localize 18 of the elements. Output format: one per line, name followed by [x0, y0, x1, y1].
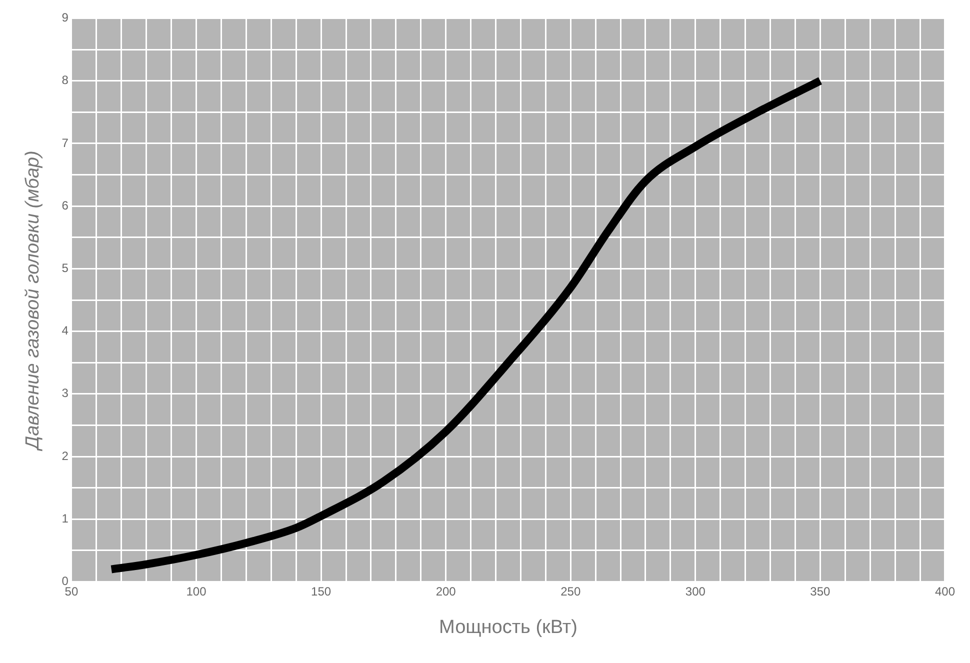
- y-tick-label: 7: [62, 136, 69, 150]
- x-tick-label: 100: [186, 584, 207, 598]
- y-tick-label: 6: [62, 198, 69, 212]
- y-tick-label: 8: [62, 73, 69, 88]
- y-tick-label: 5: [62, 261, 69, 275]
- y-tick-label: 9: [62, 10, 69, 25]
- x-tick-label: 300: [685, 584, 706, 598]
- y-tick-label: 4: [62, 324, 69, 338]
- y-tick-label: 3: [62, 386, 69, 400]
- x-tick-label: 400: [934, 584, 956, 598]
- y-tick-label: 2: [62, 448, 69, 463]
- y-tick-label: 1: [62, 511, 69, 526]
- x-tick-label: 150: [311, 584, 332, 598]
- y-axis-title: Давление газовой головки (мбар): [22, 150, 44, 452]
- x-tick-label: 200: [436, 584, 456, 598]
- x-tick-label: 350: [810, 584, 831, 598]
- x-tick-label: 250: [560, 584, 581, 598]
- x-axis-title: Мощность (кВт): [439, 616, 578, 638]
